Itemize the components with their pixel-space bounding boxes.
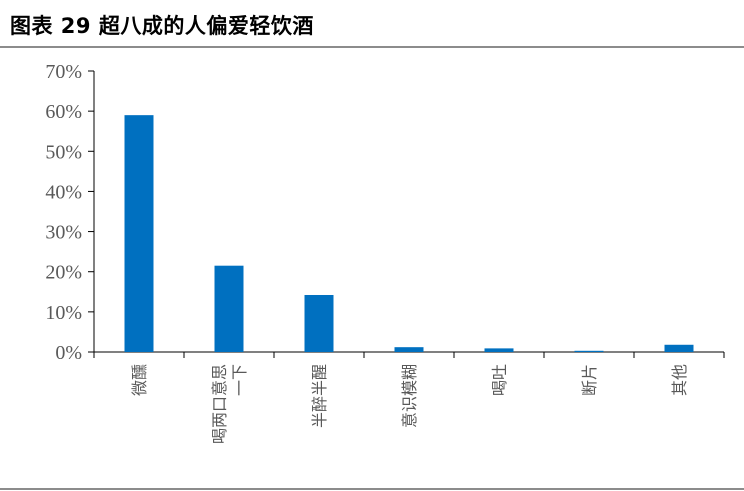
figure-title: 图表 29 超八成的人偏爱轻饮酒 [10, 14, 314, 38]
y-tick-label: 0% [55, 342, 82, 364]
bar [394, 347, 424, 352]
bar [304, 294, 334, 352]
y-tick-label: 30% [45, 222, 82, 244]
x-axis [93, 351, 725, 358]
x-tick-label: 半醉半醒 [310, 364, 329, 428]
bar [124, 115, 154, 353]
bottom-rule [0, 488, 744, 490]
bar [664, 344, 694, 352]
x-tick-label: 断片 [580, 364, 599, 396]
bar-series [124, 115, 694, 353]
x-tick-label: 喝两口意思 [210, 364, 229, 444]
title-rule [0, 46, 744, 48]
x-tick-label: 微醺 [130, 364, 149, 396]
x-tick-label: 意识模糊 [400, 364, 419, 428]
y-tick-label: 10% [45, 302, 82, 324]
x-tick-label: 一下 [230, 364, 249, 396]
bar [214, 265, 244, 352]
y-axis: 0% 10% 20% 30% 40% 50% 60% 70% [45, 61, 95, 364]
x-tick-label: 喝吐 [490, 364, 509, 396]
y-tick-label: 70% [45, 61, 82, 83]
y-tick-label: 50% [45, 141, 82, 163]
y-tick-label: 20% [45, 262, 82, 284]
x-tick-label: 其他 [670, 364, 689, 396]
y-tick-label: 60% [45, 101, 82, 123]
y-tick-label: 40% [45, 181, 82, 203]
x-tick-labels: 微醺 喝两口意思 一下 半醉半醒 意识模糊 喝吐 断片 其他 [130, 364, 689, 444]
bar [484, 348, 514, 352]
bar [574, 350, 604, 352]
